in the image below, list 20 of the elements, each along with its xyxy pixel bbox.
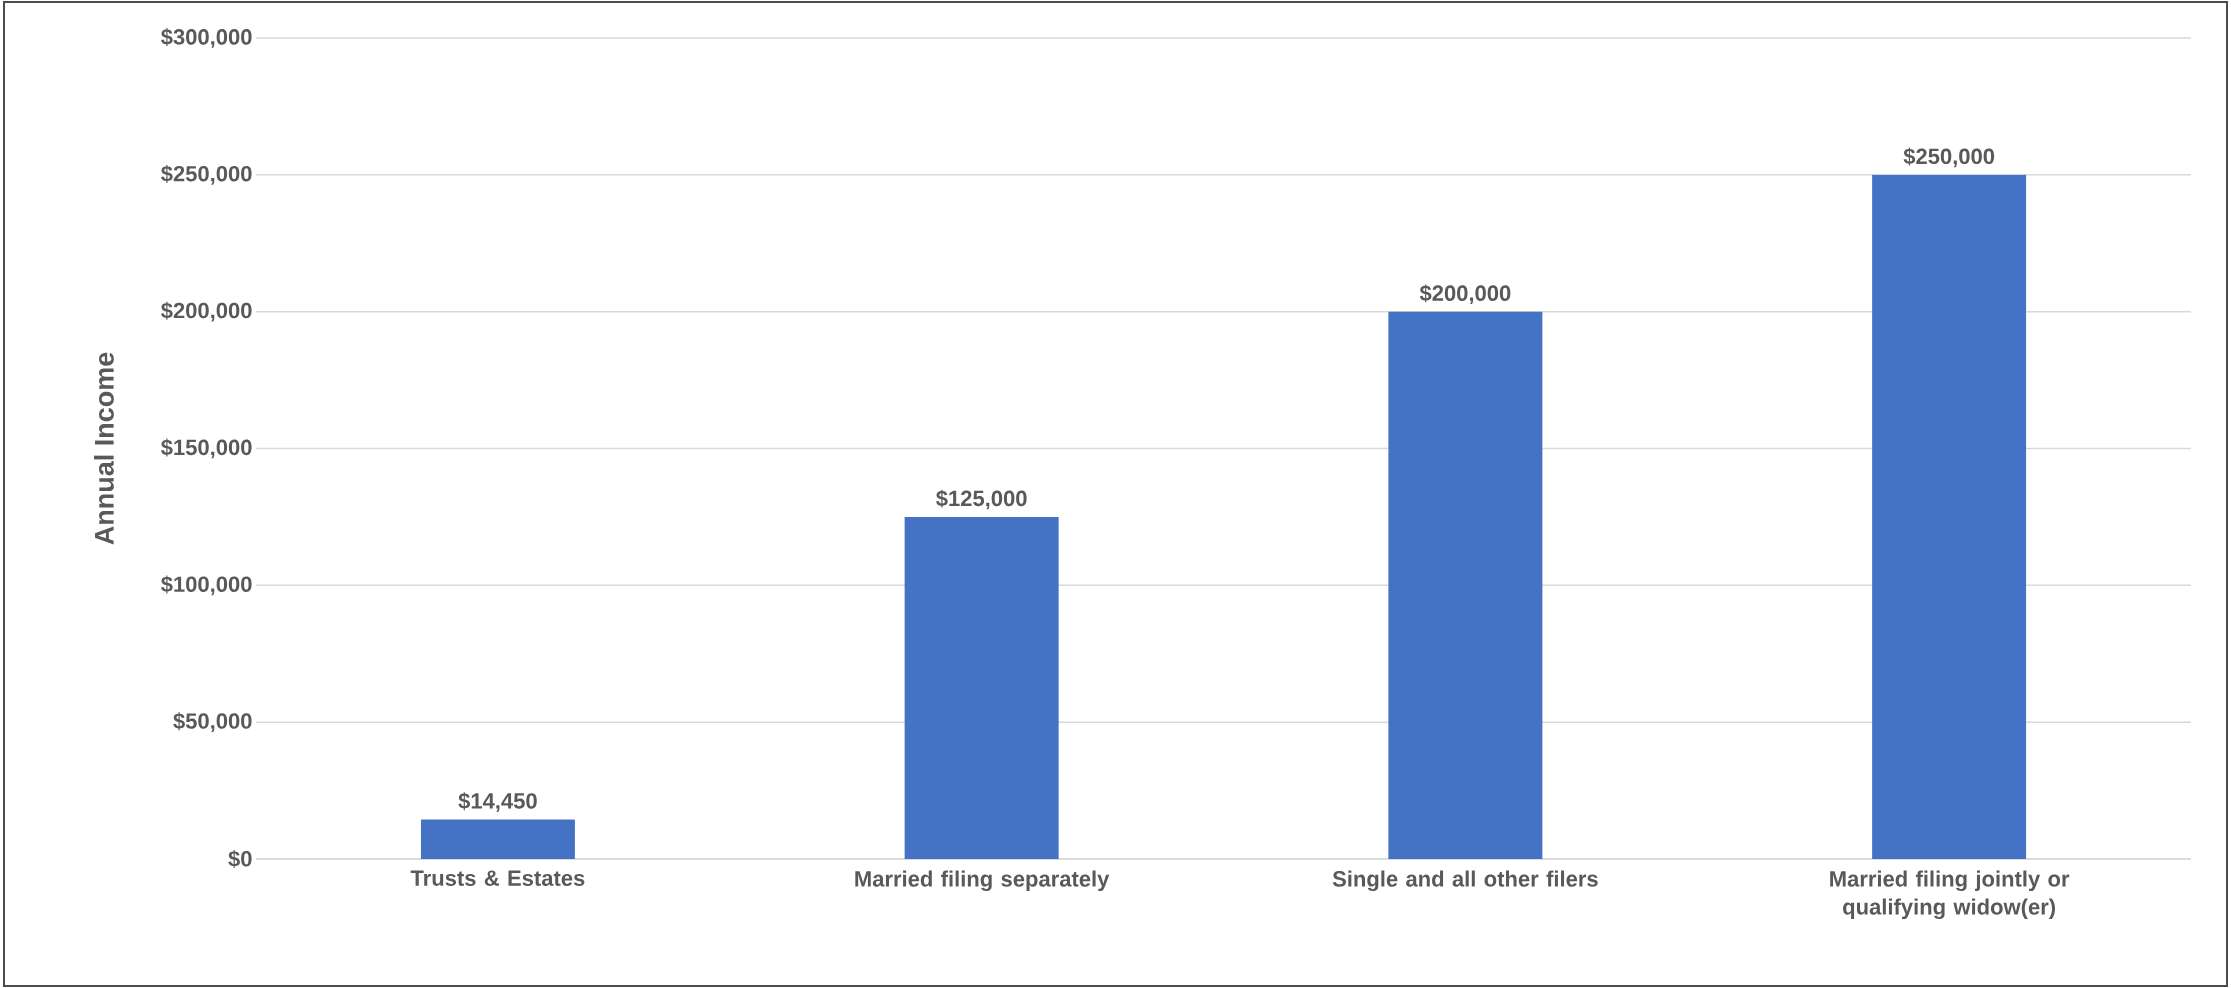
y-tick-label: $50,000 (173, 712, 252, 733)
data-label: $200,000 (1419, 284, 1511, 305)
bar (1388, 311, 1543, 859)
y-tick-label: $300,000 (161, 28, 252, 48)
y-axis-title: Annual Income (94, 352, 114, 545)
y-tick-label: $200,000 (161, 301, 252, 322)
y-tick-label: $0 (228, 850, 252, 868)
bar (420, 819, 575, 859)
x-tick-label: Trusts & Estates (410, 870, 585, 886)
bar (904, 516, 1059, 859)
data-label: $14,450 (458, 792, 537, 812)
y-tick-label: $150,000 (161, 438, 252, 459)
y-tick-label: $250,000 (161, 164, 252, 185)
y-tick-label: $100,000 (161, 575, 252, 596)
x-tick-label: Married filing separately (855, 870, 1110, 892)
x-tick-label: Married filing jointly or qualifying widow(er) (1830, 870, 2070, 920)
data-label: $125,000 (936, 489, 1027, 510)
data-label: $250,000 (1903, 147, 1995, 168)
bar (1872, 174, 2027, 859)
x-tick-label: Single and all other filers (1332, 870, 1598, 892)
